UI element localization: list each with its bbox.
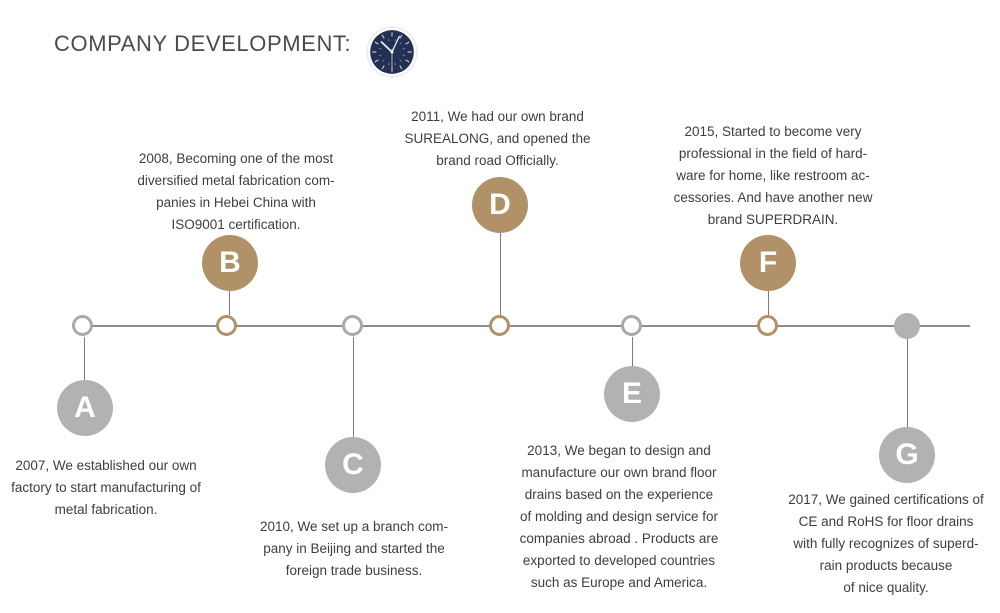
connector-line bbox=[84, 337, 85, 380]
node-description: 2010, We set up a branch com- pany in Be… bbox=[259, 519, 449, 578]
connector-line bbox=[768, 291, 769, 315]
node-letter-badge: D bbox=[472, 177, 528, 233]
timeline-ring-marker bbox=[216, 315, 237, 336]
node-letter: G bbox=[895, 438, 919, 471]
node-letter: E bbox=[621, 377, 642, 410]
clock-icon bbox=[366, 26, 418, 78]
timeline-ring-marker bbox=[72, 315, 93, 336]
node-description: 2017, We gained certifications of CE and… bbox=[788, 492, 984, 595]
timeline-ring-marker bbox=[621, 315, 642, 336]
node-letter-badge: A bbox=[57, 380, 113, 436]
node-description: 2011, We had our own brand SUREALONG, an… bbox=[404, 109, 591, 168]
node-letter-badge: F bbox=[740, 235, 796, 291]
connector-line bbox=[500, 233, 501, 315]
node-letter-badge: E bbox=[604, 366, 660, 422]
timeline-axis bbox=[83, 325, 970, 327]
node-description: 2013, We began to design and manufacture… bbox=[519, 443, 719, 590]
connector-line bbox=[907, 339, 908, 427]
node-letter-badge: B bbox=[202, 235, 258, 291]
node-description: 2008, Becoming one of the most diversifi… bbox=[137, 151, 335, 232]
page-title: COMPANY DEVELOPMENT: bbox=[54, 31, 352, 56]
timeline-ring-marker bbox=[489, 315, 510, 336]
timeline-ring-marker bbox=[757, 315, 778, 336]
node-letter: A bbox=[74, 391, 96, 424]
connector-line bbox=[353, 337, 354, 437]
node-letter: D bbox=[489, 188, 511, 221]
clock-icon-graphic bbox=[366, 26, 418, 78]
node-letter: B bbox=[219, 246, 241, 279]
node-letter: F bbox=[758, 246, 778, 279]
node-letter-badge: G bbox=[879, 427, 935, 483]
connector-line bbox=[229, 291, 230, 315]
connector-line bbox=[632, 337, 633, 366]
timeline-dot-marker bbox=[894, 313, 920, 339]
node-description: 2007, We established our own factory to … bbox=[11, 458, 201, 517]
node-letter: C bbox=[342, 448, 364, 481]
node-description: 2015, Started to become very professiona… bbox=[673, 124, 873, 227]
timeline-ring-marker bbox=[342, 315, 363, 336]
node-letter-badge: C bbox=[325, 437, 381, 493]
